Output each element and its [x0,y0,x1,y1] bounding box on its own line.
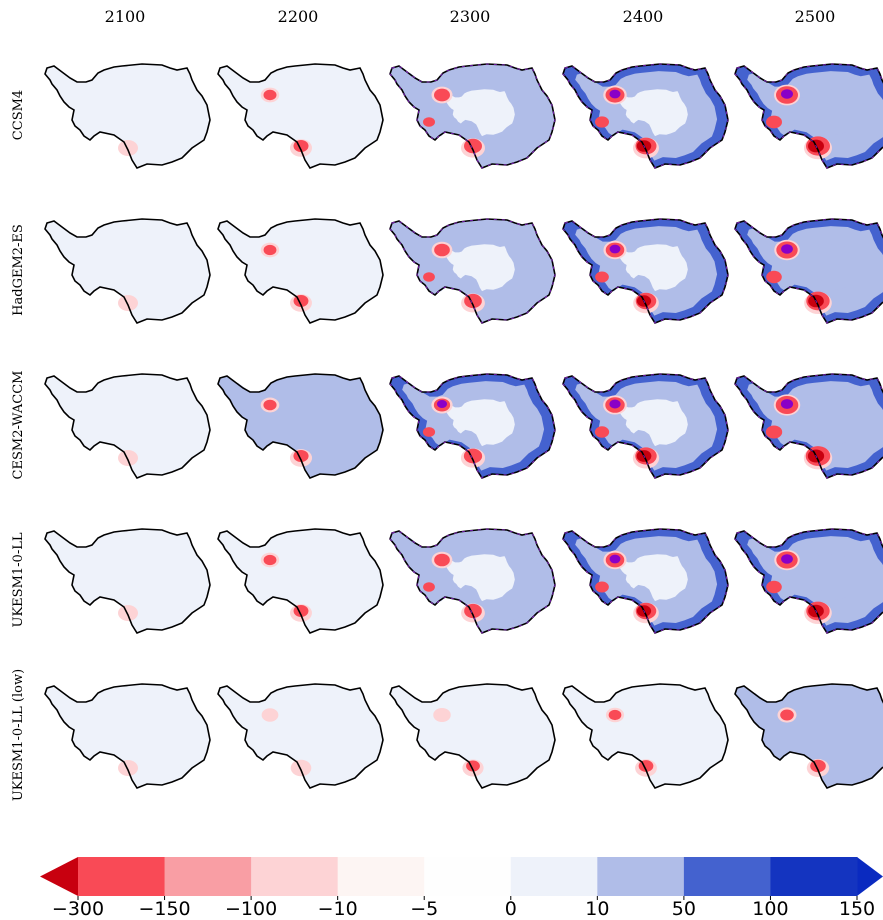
map-panel [389,683,556,789]
melt-region [765,425,783,439]
row-label: HadGEM2-ES [11,224,26,316]
colorbar-segment [78,857,166,896]
melt-region [780,399,794,409]
melt-region [423,582,435,592]
map-panel [562,63,729,169]
map-panel [562,218,729,324]
melt-region [436,399,448,409]
column-label: 2500 [795,7,836,26]
melt-region [118,450,138,466]
map-panel [389,373,556,479]
map-panel [217,683,384,789]
colorbar-segment [597,857,685,896]
melt-region [434,243,450,257]
melt-region [118,295,138,311]
column-label: 2400 [623,7,664,26]
map-panel [217,218,384,324]
colorbar-tick-label: 100 [752,898,788,920]
row-label: UKESM1-0-LL (low) [11,669,26,801]
map-panel [734,373,883,479]
map-panel [217,528,384,634]
melt-region [609,244,621,254]
melt-region [118,140,138,156]
map-panel [217,63,384,169]
melt-region [263,554,277,566]
colorbar-tick-label: 0 [505,898,517,920]
melt-region [766,580,782,594]
melt-region [781,554,793,564]
map-panel [734,63,883,169]
colorbar-tick-label: 50 [672,898,696,920]
colorbar-tick-label: −10 [318,898,358,920]
map-panel [734,528,883,634]
map-panel [562,373,729,479]
map-panel [44,218,211,324]
melt-region [781,244,793,254]
melt-region [781,89,793,99]
melt-region [780,709,794,721]
melt-region [422,427,436,437]
colorbar-segment [251,857,339,896]
melt-region [595,116,609,128]
melt-region [118,605,138,621]
melt-region [594,426,610,438]
colorbar-tick-label: −300 [52,898,104,920]
colorbar-segment [770,857,858,896]
map-panel [389,218,556,324]
colorbar-extend-low [40,857,78,896]
melt-region [263,89,277,101]
colorbar-segment [164,857,252,896]
map-panel [562,528,729,634]
map-panel [389,63,556,169]
row-label: UKESM1-0-LL [11,532,26,627]
melt-region [263,244,277,256]
row-label: CESM2-WACCM [11,371,26,480]
melt-region [609,554,621,564]
colorbar-segment [337,857,425,896]
map-panel [562,683,729,789]
colorbar-tick-label: −150 [138,898,190,920]
colorbar-segment [424,857,512,896]
melt-region [434,553,450,567]
colorbar-segment [683,857,771,896]
colorbar-extend-high [857,857,883,896]
melt-region [608,709,622,721]
column-label: 2100 [105,7,146,26]
melt-region [595,271,609,283]
map-panel [389,528,556,634]
melt-region [423,117,435,127]
melt-region [609,89,621,99]
map-panel [217,373,384,479]
melt-region [766,115,782,129]
melt-region [434,88,450,102]
melt-region [290,759,312,777]
colorbar-tick-label: −100 [225,898,277,920]
melt-region [423,272,435,282]
melt-region [766,270,782,284]
colorbar-tick-label: 10 [585,898,609,920]
melt-region [118,760,138,776]
column-label: 2200 [278,7,319,26]
map-panel [44,63,211,169]
melt-region [261,708,279,722]
colorbar-segment [510,857,598,896]
melt-region [609,399,621,409]
row-label: CCSM4 [11,90,26,140]
map-panel [734,218,883,324]
colorbar-tick-label: −5 [410,898,438,920]
map-panel [44,683,211,789]
melt-region [433,708,451,722]
column-label: 2300 [450,7,491,26]
map-panel [734,683,883,789]
melt-region [263,399,277,411]
map-panel [44,528,211,634]
map-panel [44,373,211,479]
colorbar-tick-label: 150 [839,898,875,920]
melt-region [595,581,609,593]
